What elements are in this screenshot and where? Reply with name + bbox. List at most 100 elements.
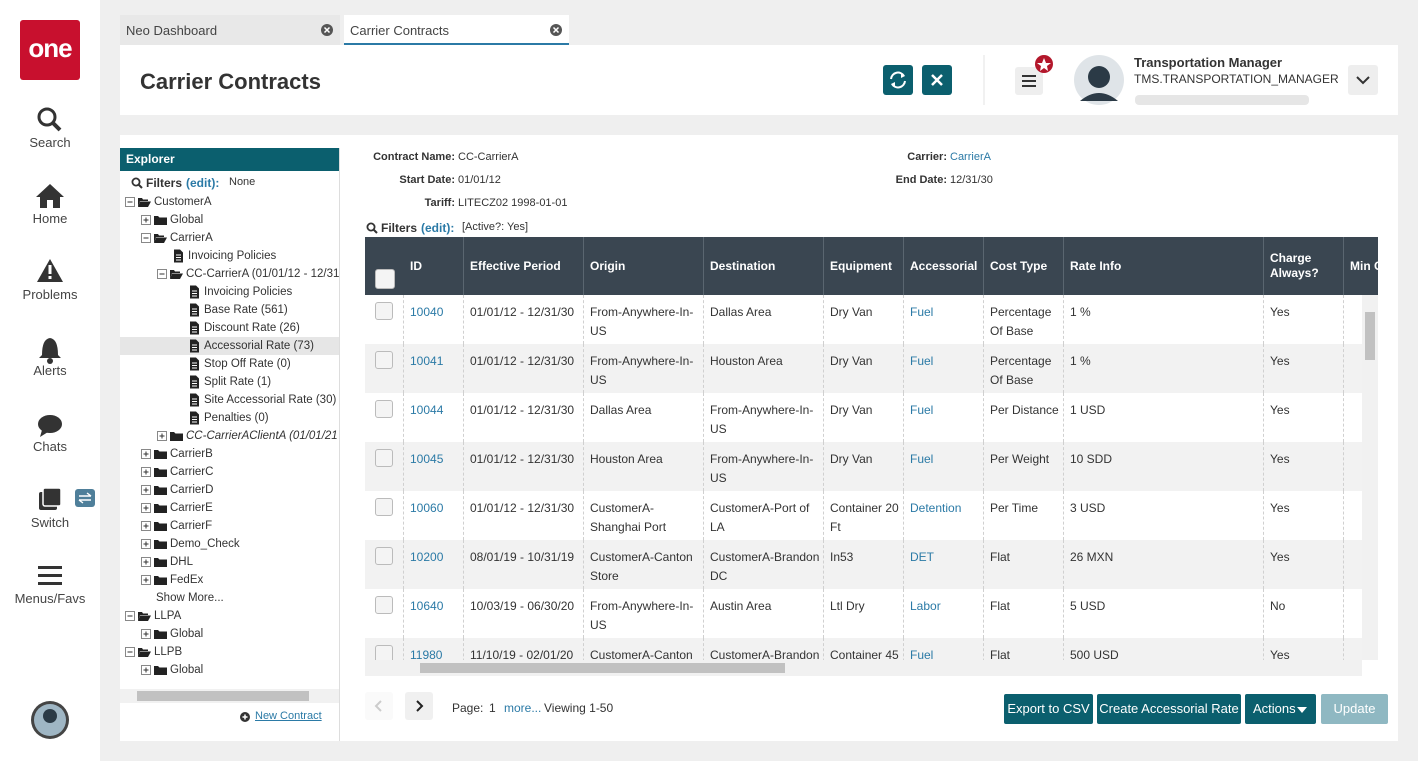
tree-label[interactable]: DHL: [170, 556, 193, 568]
page-button[interactable]: [405, 692, 433, 720]
filter-edit[interactable]: (edit):: [186, 176, 219, 190]
tab[interactable]: Neo Dashboard: [120, 15, 340, 45]
cell-link[interactable]: DET: [910, 548, 980, 567]
checkbox[interactable]: [375, 449, 393, 467]
grid-row[interactable]: 1006001/01/12 - 12/31/30CustomerA-Shangh…: [365, 491, 1362, 540]
checkbox[interactable]: [375, 645, 393, 660]
tree-label[interactable]: CC-CarrierAClientA (01/01/21 - 01/01/22): [186, 430, 339, 442]
tree-label[interactable]: CarrierA: [170, 232, 213, 244]
tree-toggle[interactable]: [125, 195, 153, 209]
nav-item[interactable]: Menus/Favs: [0, 591, 100, 606]
tree-label[interactable]: CarrierE: [170, 502, 213, 514]
tree-toggle[interactable]: [141, 537, 169, 551]
tree-label[interactable]: Demo_Check: [170, 538, 240, 550]
tree-toggle[interactable]: [125, 645, 153, 659]
tree-toggle[interactable]: [141, 231, 169, 245]
grid-row[interactable]: 1064010/03/19 - 06/30/20From-Anywhere-In…: [365, 589, 1362, 638]
tree-label[interactable]: CarrierD: [170, 484, 213, 496]
checkbox[interactable]: [375, 302, 393, 320]
tree-label[interactable]: CustomerA: [154, 196, 212, 208]
column-header[interactable]: Charge Always?: [1270, 237, 1338, 295]
tree-toggle[interactable]: [141, 573, 169, 587]
tree-label[interactable]: CC-CarrierA (01/01/12 - 12/31/30): [186, 268, 339, 280]
tree-label[interactable]: Invoicing Policies: [188, 250, 276, 262]
checkbox[interactable]: [375, 269, 395, 289]
logo[interactable]: one: [20, 33, 80, 64]
grid-row[interactable]: 1004401/01/12 - 12/31/30Dallas AreaFrom-…: [365, 393, 1362, 442]
cell-link[interactable]: Labor: [910, 597, 980, 616]
tree-toggle[interactable]: [157, 429, 185, 443]
grid-row[interactable]: 1004101/01/12 - 12/31/30From-Anywhere-In…: [365, 344, 1362, 393]
new-contract-icon[interactable]: [240, 712, 250, 722]
column-header[interactable]: Rate Info: [1070, 237, 1258, 295]
grid-row[interactable]: 1020008/01/19 - 10/31/19CustomerA-Canton…: [365, 540, 1362, 589]
checkbox[interactable]: [375, 498, 393, 516]
horizontal-scrollbar[interactable]: [365, 660, 1362, 676]
cell-link[interactable]: Detention: [910, 499, 980, 518]
nav-item[interactable]: Home: [0, 211, 100, 226]
tree-label[interactable]: FedEx: [170, 574, 203, 586]
tree-label[interactable]: Global: [170, 664, 203, 676]
column-header[interactable]: ID: [410, 237, 458, 295]
tab-close[interactable]: [550, 24, 562, 36]
tree-label[interactable]: CarrierC: [170, 466, 213, 478]
checkbox[interactable]: [375, 596, 393, 614]
nav-item[interactable]: Search: [0, 135, 100, 150]
vertical-scrollbar[interactable]: [1362, 295, 1378, 660]
tree-label[interactable]: LLPA: [154, 610, 181, 622]
field-value[interactable]: CarrierA: [950, 151, 991, 163]
column-header[interactable]: Origin: [590, 237, 698, 295]
new-contract[interactable]: New Contract: [255, 710, 322, 722]
tab-close[interactable]: [321, 24, 333, 36]
page-more[interactable]: more...: [504, 701, 541, 715]
tab[interactable]: Carrier Contracts: [344, 15, 569, 45]
cell-link[interactable]: 10045: [410, 450, 460, 469]
tree-toggle[interactable]: [141, 501, 169, 515]
tree-label[interactable]: Invoicing Policies: [204, 286, 292, 298]
tree-toggle[interactable]: [157, 267, 185, 281]
checkbox[interactable]: [375, 400, 393, 418]
column-header[interactable]: Effective Period: [470, 237, 578, 295]
tree-toggle[interactable]: [141, 483, 169, 497]
column-header[interactable]: Min Charge: [1350, 237, 1378, 295]
tree-label[interactable]: LLPB: [154, 646, 182, 658]
cell-link[interactable]: 10041: [410, 352, 460, 371]
column-header[interactable]: Accessorial: [910, 237, 978, 295]
tree-scrollbar[interactable]: [120, 689, 339, 703]
tree-label[interactable]: CarrierF: [170, 520, 212, 532]
tree-toggle[interactable]: [141, 627, 169, 641]
tree-toggle[interactable]: [141, 555, 169, 569]
checkbox[interactable]: [375, 547, 393, 565]
action-button[interactable]: Create Accessorial Rate: [1097, 694, 1241, 724]
tree-label[interactable]: Discount Rate (26): [204, 322, 300, 334]
tree-toggle[interactable]: [141, 663, 169, 677]
cell-link[interactable]: 10060: [410, 499, 460, 518]
cell-link[interactable]: 10044: [410, 401, 460, 420]
tree-label[interactable]: Global: [170, 628, 203, 640]
cell-link[interactable]: 10640: [410, 597, 460, 616]
action-button[interactable]: Update: [1321, 694, 1388, 724]
cell-link[interactable]: Fuel: [910, 401, 980, 420]
cell-link[interactable]: 11980: [410, 646, 460, 660]
tree-toggle[interactable]: [141, 447, 169, 461]
column-header[interactable]: Destination: [710, 237, 818, 295]
cell-link[interactable]: Fuel: [910, 352, 980, 371]
grid-row[interactable]: 1004001/01/12 - 12/31/30From-Anywhere-In…: [365, 295, 1362, 344]
tree-label[interactable]: Global: [170, 214, 203, 226]
tree-label[interactable]: Site Accessorial Rate (30): [204, 394, 336, 406]
filter-edit[interactable]: (edit):: [421, 221, 454, 235]
tree-label[interactable]: Base Rate (561): [204, 304, 288, 316]
column-header[interactable]: Equipment: [830, 237, 898, 295]
tree-label[interactable]: Stop Off Rate (0): [204, 358, 291, 370]
page-button[interactable]: [365, 692, 393, 720]
cell-link[interactable]: Fuel: [910, 450, 980, 469]
tree-label[interactable]: CarrierB: [170, 448, 213, 460]
tree-label[interactable]: Split Rate (1): [204, 376, 271, 388]
cell-link[interactable]: 10040: [410, 303, 460, 322]
checkbox[interactable]: [375, 351, 393, 369]
grid-row[interactable]: 1004501/01/12 - 12/31/30Houston AreaFrom…: [365, 442, 1362, 491]
grid-row[interactable]: 1198011/10/19 - 02/01/20CustomerA-Canton…: [365, 638, 1362, 660]
nav-item[interactable]: Chats: [0, 439, 100, 454]
tree-label[interactable]: Penalties (0): [204, 412, 269, 424]
cell-link[interactable]: 10200: [410, 548, 460, 567]
